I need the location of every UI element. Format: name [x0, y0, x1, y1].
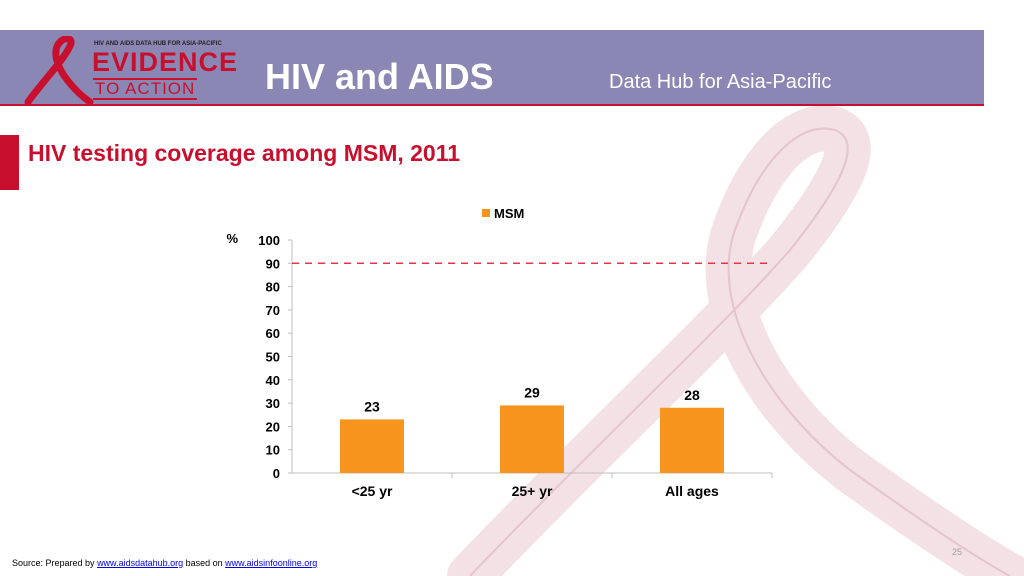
legend-label-msm: MSM	[494, 206, 524, 221]
aidsinfoonline-link[interactable]: www.aidsinfoonline.org	[225, 558, 318, 568]
logo-to-action-text: TO ACTION	[93, 78, 198, 100]
bar-1	[340, 419, 404, 473]
bar-3	[660, 407, 724, 473]
aidsdatahub-link[interactable]: www.aidsdatahub.org	[97, 558, 184, 568]
title-accent-bar	[0, 135, 19, 190]
y-axis-label: %	[226, 231, 238, 246]
logo-evidence-text: EVIDENCE	[92, 47, 239, 77]
y-tick-label: 30	[266, 396, 280, 411]
data-label: 29	[524, 384, 540, 400]
footnote-middle: based on	[183, 558, 226, 568]
y-tick-label: 60	[266, 326, 280, 341]
y-tick-label: 50	[266, 350, 280, 365]
y-tick-label: 100	[258, 233, 280, 248]
bar-2	[500, 405, 564, 473]
y-tick-label: 90	[266, 256, 280, 271]
x-tick-label: All ages	[665, 483, 719, 499]
app-subtitle: Data Hub for Asia-Pacific	[609, 71, 832, 93]
legend-swatch-msm	[482, 209, 490, 217]
footnote-prefix: Source: Prepared by	[12, 558, 98, 568]
y-tick-label: 80	[266, 280, 280, 295]
x-tick-label: 25+ yr	[512, 483, 553, 499]
y-tick-label: 10	[266, 443, 280, 458]
source-footnote: Source: Prepared by www.aidsdatahub.org …	[12, 558, 317, 568]
slide-title: HIV testing coverage among MSM, 2011	[28, 140, 461, 166]
y-tick-label: 20	[266, 419, 280, 434]
y-tick-label: 40	[266, 373, 280, 388]
header-band	[0, 30, 984, 104]
logo-small-text: HIV AND AIDS DATA HUB FOR ASIA-PACIFIC	[94, 41, 222, 47]
data-label: 23	[364, 398, 380, 414]
y-tick-label: 0	[273, 466, 280, 481]
app-title: HIV and AIDS	[265, 56, 494, 97]
evidence-to-action-logo: HIV AND AIDS DATA HUB FOR ASIA-PACIFIC E…	[18, 36, 248, 104]
data-label: 28	[684, 387, 700, 403]
page-number: 25	[952, 547, 963, 557]
header-underline	[0, 104, 984, 106]
red-ribbon-icon	[24, 36, 94, 104]
y-tick-label: 70	[266, 303, 280, 318]
x-tick-label: <25 yr	[352, 483, 393, 499]
